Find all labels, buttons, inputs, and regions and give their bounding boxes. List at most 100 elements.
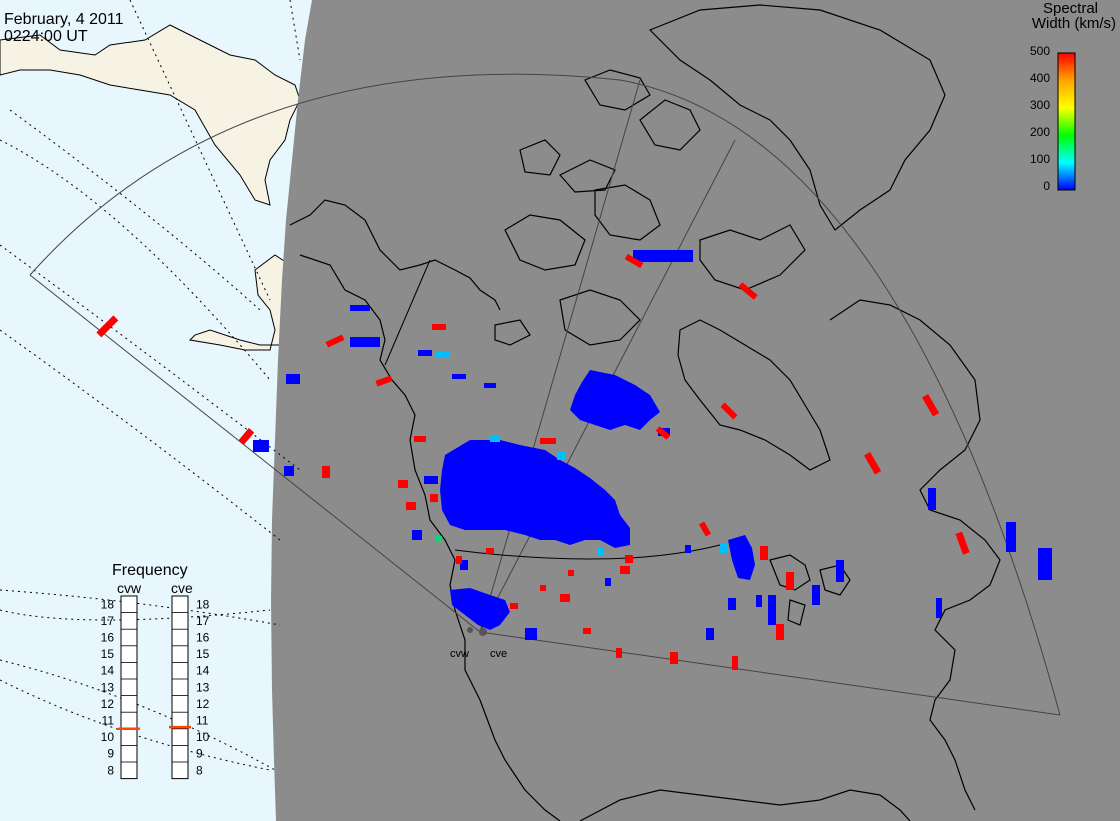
- frequency-tick: 9: [196, 747, 203, 761]
- frequency-title: Frequency: [112, 562, 188, 579]
- echo-cell: [1038, 548, 1052, 580]
- echo-cell: [633, 250, 693, 262]
- echo-cell-high: [583, 628, 591, 634]
- frequency-tick: 12: [196, 697, 210, 711]
- frequency-tick: 10: [196, 730, 210, 744]
- echo-cell: [605, 578, 611, 586]
- echo-cell: [424, 476, 438, 484]
- echo-cell: [452, 374, 466, 379]
- echo-cell-high: [325, 334, 345, 348]
- echo-cell-high: [738, 282, 758, 300]
- colorbar-title-line2: Width (km/s): [1032, 15, 1116, 32]
- echo-cell-high: [655, 426, 671, 440]
- echo-cell-high: [540, 585, 546, 591]
- echo-cell-high: [922, 393, 940, 417]
- frequency-tick: 14: [196, 664, 210, 678]
- echo-cell-mid: [720, 543, 728, 553]
- echo-cluster-east: [728, 535, 755, 580]
- echo-cell: [928, 488, 936, 510]
- radar-site-cve: [479, 628, 487, 636]
- frequency-tick: 17: [196, 614, 210, 628]
- frequency-tick: 18: [101, 597, 115, 611]
- echo-cell-high: [456, 556, 462, 564]
- echo-cell-high: [414, 436, 426, 442]
- coastlines: [289, 4, 1001, 821]
- echo-cell: [836, 560, 844, 582]
- echo-cell-high: [624, 253, 644, 269]
- frequency-tick: 17: [101, 614, 115, 628]
- echo-cell-mid: [490, 436, 500, 442]
- fov-boundaries: [29, 73, 1061, 716]
- echo-cell-high: [786, 572, 794, 590]
- frequency-tick: 16: [101, 631, 115, 645]
- frequency-scale-cve: 18 17 16 15 14 13 12 11 10 9 8: [169, 595, 210, 780]
- frequency-tick: 8: [196, 763, 203, 777]
- date-label: February, 4 2011: [4, 11, 124, 28]
- echo-cell-mid: [557, 452, 565, 460]
- echo-cell: [685, 545, 691, 553]
- colorbar-tick: 400: [1030, 71, 1050, 85]
- frequency-tick: 10: [101, 730, 115, 744]
- frequency-tick: 11: [102, 714, 115, 728]
- colorbar-tick: 0: [1043, 179, 1050, 193]
- echo-cell-high: [432, 324, 446, 330]
- dayside-land: [0, 24, 301, 206]
- frequency-tick: 9: [107, 747, 114, 761]
- echo-cell-green: [436, 536, 442, 542]
- echo-cell: [756, 595, 762, 607]
- echo-cell-high: [430, 494, 438, 502]
- echo-cell-high: [760, 546, 768, 560]
- echo-cell-high: [732, 656, 738, 670]
- frequency-panel: Frequency cvw cve 18 17 16 15 14 13 12 11 10 9 8 1…: [101, 562, 210, 780]
- colorbar-tick: 200: [1030, 125, 1050, 139]
- echo-cell: [936, 598, 942, 618]
- frequency-label-cvw: cvw: [117, 580, 142, 596]
- radar-label-cvw: cvw: [450, 648, 469, 660]
- echo-cell-mid: [597, 548, 603, 556]
- echo-cell-high: [540, 438, 556, 444]
- echo-cell-mid: [436, 352, 450, 358]
- echo-cluster-radar: [450, 588, 510, 630]
- frequency-column: [120, 595, 138, 780]
- echo-cell: [812, 585, 820, 605]
- echo-cluster-north: [570, 370, 660, 430]
- frequency-label-cve: cve: [171, 580, 193, 596]
- echo-cell-high: [568, 570, 574, 576]
- echo-cell-high: [322, 466, 330, 478]
- echo-cell-high: [625, 555, 633, 563]
- echo-cell-high: [776, 624, 784, 640]
- time-label: 0224:00 UT: [4, 28, 88, 45]
- echo-cell: [412, 530, 422, 540]
- echo-cell: [284, 466, 294, 476]
- colorbar-tick: 100: [1030, 152, 1050, 166]
- echo-cell-high: [620, 566, 630, 574]
- echo-cell-high: [698, 521, 712, 537]
- colorbar-tick: 500: [1030, 44, 1050, 58]
- echo-cell: [418, 350, 432, 356]
- frequency-tick: 16: [196, 631, 210, 645]
- colorbar-gradient: [1057, 52, 1076, 191]
- echo-cell: [768, 595, 776, 625]
- frequency-tick: 13: [196, 680, 210, 694]
- echo-cell: [286, 374, 300, 384]
- echo-cell-high: [238, 427, 255, 445]
- echo-cell-high: [560, 594, 570, 602]
- echo-cluster-main: [440, 440, 630, 548]
- radar-label-cve: cve: [490, 648, 507, 660]
- echo-cell-high: [406, 502, 416, 510]
- colorbar-title-line1: Spectral: [1043, 0, 1098, 17]
- frequency-tick: 14: [101, 664, 115, 678]
- night-region: [271, 0, 1120, 821]
- echo-cell: [460, 560, 468, 570]
- frequency-tick: 11: [196, 714, 209, 728]
- echo-cell-high: [670, 652, 678, 664]
- frequency-tick: 12: [101, 697, 115, 711]
- echo-cell-high: [955, 531, 970, 555]
- frequency-tick: 13: [101, 680, 115, 694]
- graticule: [0, 0, 301, 771]
- radar-site-cvw: [467, 627, 473, 633]
- frequency-scale-cvw: 18 17 16 15 14 13 12 11 10 9 8: [101, 595, 140, 780]
- echo-cell-high: [398, 480, 408, 488]
- echo-cell-high: [375, 375, 393, 387]
